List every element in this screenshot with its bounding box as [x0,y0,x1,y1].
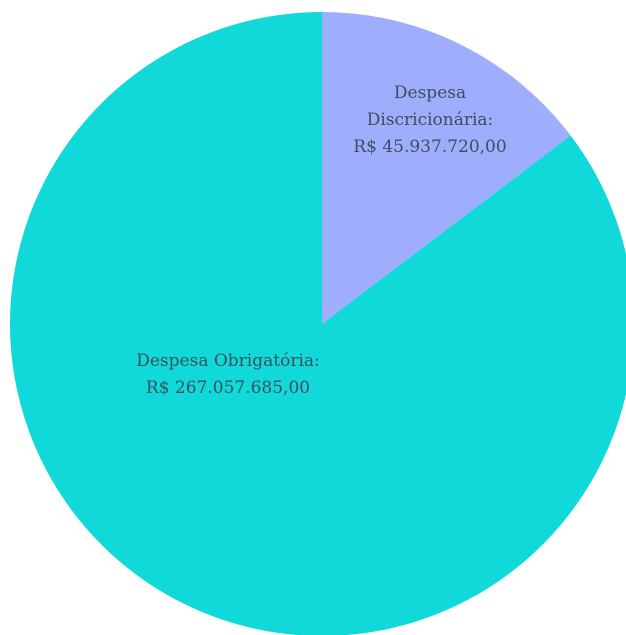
pie-slice-label-line: R$ 45.937.720,00 [353,137,506,157]
pie-slice-2 [10,12,626,635]
pie-slice-label-2: Despesa Obrigatória: R$ 267.057.685,00 [136,351,320,398]
pie-slice-label-line: Despesa [394,83,466,103]
pie-slice-label-line: R$ 267.057.685,00 [146,378,310,398]
pie-slice-label-1: Despesa Discricionária: R$ 45.937.720,00 [353,83,506,157]
pie-slices [10,12,626,635]
pie-labels: Despesa Discricionária: R$ 45.937.720,00De… [136,83,506,398]
pie-slice-label-line: Discricionária: [367,110,494,130]
pie-slice-1 [322,12,571,324]
pie-slice-label-line: Despesa Obrigatória: [136,351,320,371]
